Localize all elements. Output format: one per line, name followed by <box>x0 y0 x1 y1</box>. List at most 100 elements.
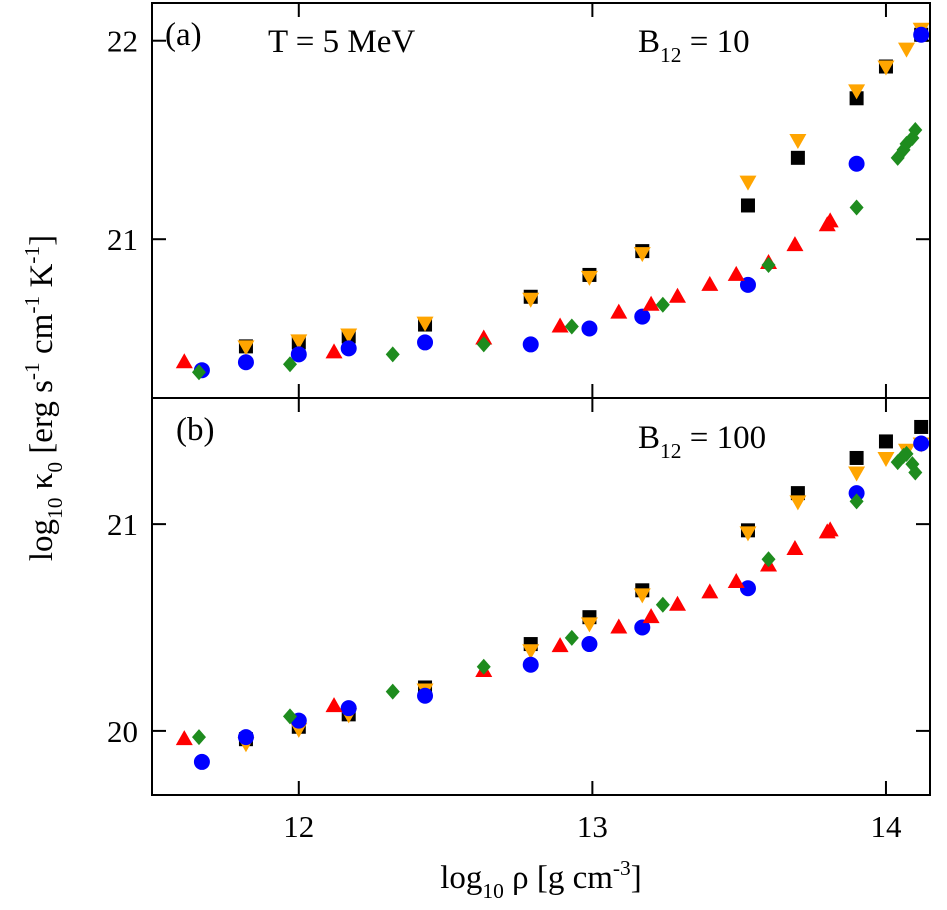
point <box>727 573 745 589</box>
y-axis-label-part: 0 <box>43 462 67 473</box>
y-axis-label-part: K <box>24 264 60 296</box>
point <box>282 708 297 725</box>
point <box>633 588 651 604</box>
annotation: T = 5 MeV <box>268 24 415 60</box>
point <box>821 521 839 537</box>
point <box>237 340 255 356</box>
y-tick-label: 20 <box>107 714 138 749</box>
point <box>848 84 866 100</box>
point <box>701 583 719 599</box>
point <box>551 637 569 653</box>
point <box>877 451 895 467</box>
point <box>237 354 254 371</box>
point <box>580 270 598 286</box>
annotation-part: T = 5 MeV <box>268 24 415 60</box>
point <box>282 356 297 373</box>
x-axis-label-part: log <box>440 860 482 896</box>
point <box>581 636 598 653</box>
point <box>340 700 357 717</box>
y-axis-label-part: -1 <box>20 246 44 264</box>
point <box>416 316 434 332</box>
point <box>642 608 660 624</box>
point <box>739 526 757 542</box>
point <box>325 697 343 713</box>
point <box>914 419 929 434</box>
y-axis-label-part: log <box>24 519 60 561</box>
point <box>633 247 651 263</box>
point <box>522 292 540 308</box>
annotation-part: B <box>638 24 660 60</box>
annotation-part: 12 <box>660 439 681 463</box>
annotation-part: 12 <box>660 43 681 67</box>
x-axis-label: log10 ρ [g cm-3] <box>440 856 642 903</box>
point <box>634 619 651 636</box>
point <box>417 334 434 351</box>
y-axis-label-part: [erg s <box>24 380 60 462</box>
x-axis-label-part: ρ [g cm <box>504 860 613 896</box>
point <box>878 434 893 449</box>
x-tick-label: 14 <box>870 809 902 844</box>
point <box>290 334 308 350</box>
point <box>786 539 804 555</box>
point <box>849 199 864 216</box>
point <box>849 493 864 510</box>
x-axis-label-part: 10 <box>482 879 503 903</box>
point <box>581 320 598 337</box>
annotation-part: = 100 <box>681 420 766 456</box>
y-axis-label-part: κ <box>24 472 60 497</box>
annotation-part: (b) <box>176 412 214 448</box>
point <box>727 265 745 281</box>
annotation-part: = 10 <box>681 24 749 60</box>
point <box>655 296 670 313</box>
point <box>786 236 804 252</box>
x-tick-label: 12 <box>283 809 314 844</box>
y-axis-label-part: -1 <box>20 362 44 380</box>
point <box>669 287 687 303</box>
point <box>761 257 776 274</box>
y-tick-label: 21 <box>107 222 138 257</box>
point <box>476 336 491 353</box>
point <box>655 596 670 613</box>
point <box>175 730 193 746</box>
point <box>551 317 569 333</box>
point <box>476 658 491 675</box>
point <box>191 729 206 746</box>
point <box>522 644 540 660</box>
point <box>385 683 400 700</box>
point <box>821 212 839 228</box>
plot-frame <box>151 2 931 399</box>
point <box>761 551 776 568</box>
point <box>790 150 805 165</box>
annotation: B12 = 100 <box>638 420 766 463</box>
point <box>564 629 579 646</box>
point <box>522 656 539 673</box>
point <box>417 687 434 704</box>
point <box>642 295 660 311</box>
point <box>385 346 400 363</box>
point <box>290 346 307 363</box>
point <box>340 340 357 357</box>
y-axis-label: log10 κ0 [erg s-1 cm-1 K-1] <box>20 235 67 561</box>
point <box>877 60 895 76</box>
point <box>701 275 719 291</box>
point <box>580 617 598 633</box>
annotation: B12 = 10 <box>638 24 750 67</box>
point <box>193 753 210 770</box>
points <box>175 419 930 770</box>
point <box>175 353 193 369</box>
point <box>340 328 358 344</box>
point <box>669 595 687 611</box>
point <box>899 445 914 462</box>
y-axis-label-part: -1 <box>20 296 44 314</box>
y-axis-label-part: 10 <box>43 498 67 519</box>
y-tick-label: 22 <box>107 24 138 59</box>
annotation-part: B <box>638 420 660 456</box>
point <box>849 450 864 465</box>
point <box>191 364 206 381</box>
point <box>848 466 866 482</box>
point <box>913 435 930 452</box>
point <box>848 485 865 502</box>
point <box>789 133 807 149</box>
point <box>237 729 254 746</box>
